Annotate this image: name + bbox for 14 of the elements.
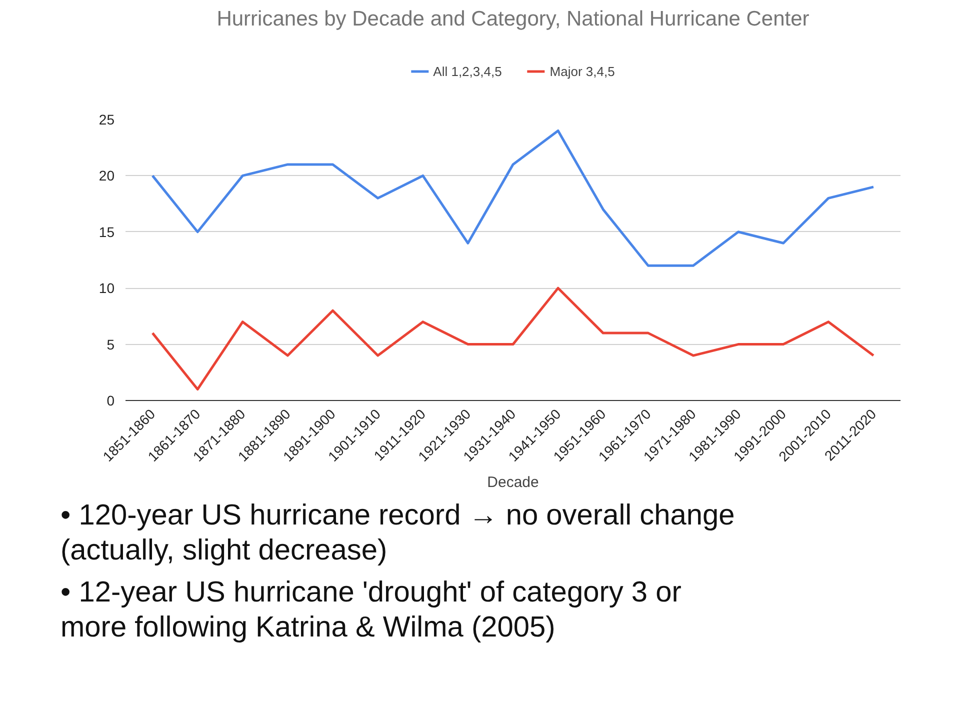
text: • 120-year US hurricane record → no overall change (actually, slight decrease) [60,499,735,566]
y-tick-label: 15 [98,224,115,240]
line-series [151,129,875,267]
x-axis-title: Decade [487,474,539,491]
legend-label: All 1,2,3,4,5 [433,64,502,78]
chart-title: Hurricanes by Decade and Category, National Hurricane Center [216,8,810,30]
y-tick-label: 20 [98,168,115,184]
y-tick-label: 10 [98,280,115,296]
legend-label: Major 3,4,5 [550,64,615,78]
y-tick-label: 25 [98,112,115,128]
text: • 12-year US hurricane 'drought' of category 3 or more following Katrina & Wilma (2005) [60,576,682,644]
line-series [151,286,875,391]
y-tick-label: 0 [106,392,115,408]
y-tick-label: 5 [106,336,115,352]
